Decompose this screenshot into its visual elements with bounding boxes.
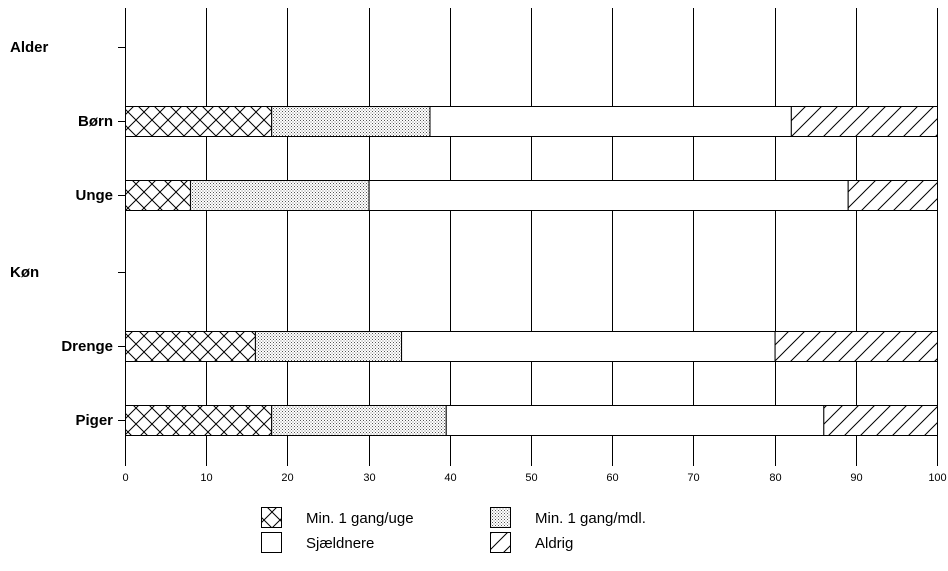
bar-segment-drenge-2 [401,331,776,362]
bar-segment-piger-0 [125,405,273,436]
legend-label-2: Sjældnere [306,535,374,552]
bar-segment-drenge-3 [774,331,938,362]
grid-lines [125,8,938,461]
legend-swatch-0 [261,507,282,528]
bar-segment-drenge-0 [125,331,256,362]
legend-swatch-1 [490,507,511,528]
legend-label-0: Min. 1 gang/uge [306,510,414,527]
legend: Min. 1 gang/uge Min. 1 gang/mdl. Sjældnere… [261,507,646,553]
bar-segment-piger-1 [271,405,447,436]
bar-segment-unge-1 [189,180,370,211]
bar-segment-piger-2 [445,405,825,436]
category-label: Drenge [61,338,113,355]
legend-label-1: Min. 1 gang/mdl. [535,510,646,527]
legend-swatch-3 [490,532,511,553]
x-tick-label-0: 0 [122,472,128,484]
bar-segment-unge-0 [125,180,191,211]
bar-segment-børn-1 [271,106,431,137]
legend-label-3: Aldrig [535,535,573,552]
bar-segment-unge-3 [847,180,938,211]
legend-swatch-2 [261,532,282,553]
x-tick-label-40: 40 [444,472,456,484]
x-tick-label-10: 10 [200,472,212,484]
bars-layer [125,106,939,436]
x-tick-label-50: 50 [525,472,537,484]
bar-segment-piger-3 [823,405,939,436]
bar-segment-drenge-1 [254,331,403,362]
x-tick-label-20: 20 [281,472,293,484]
axes-layer: 0 10 20 30 40 50 60 70 80 90 100 Alder Børn Unge Køn Dr… [10,8,947,484]
bar-segment-børn-2 [429,106,792,137]
bar-segment-børn-0 [125,106,273,137]
category-label: Børn [78,113,113,130]
x-tick-label-90: 90 [850,472,862,484]
category-label: Unge [76,187,114,204]
x-tick-label-80: 80 [769,472,781,484]
bar-segment-børn-3 [790,106,939,137]
group-header-label: Køn [10,264,39,281]
x-tick-label-100: 100 [928,472,946,484]
group-header-label: Alder [10,39,49,56]
category-label: Piger [75,412,113,429]
x-tick-label-60: 60 [606,472,618,484]
x-tick-label-70: 70 [687,472,699,484]
bar-segment-unge-2 [368,180,849,211]
x-tick-label-30: 30 [363,472,375,484]
